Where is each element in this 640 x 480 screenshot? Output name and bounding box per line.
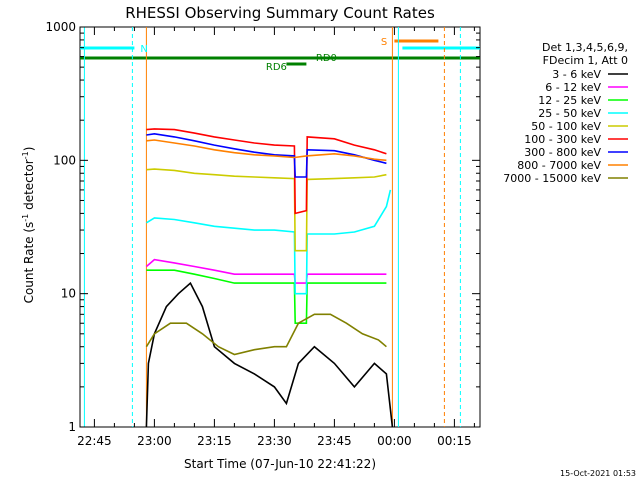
y-axis-label-main: Count Rate (s <box>22 222 36 304</box>
y-tick-label: 10 <box>61 287 76 301</box>
y-axis-label-mid: detector <box>22 159 36 214</box>
series-line-7 <box>146 139 387 162</box>
rd6-marker-label: RD6 <box>266 62 287 73</box>
series-line-2 <box>146 269 387 324</box>
legend-entry-label: 300 - 800 keV <box>524 146 601 159</box>
axis-layer: 22:45 23:00 23:15 23:30 23:45 00:00 00:15 1 10 10… <box>45 20 480 448</box>
series-line-4 <box>146 168 387 252</box>
y-axis-label-sup1: -1 <box>21 214 30 222</box>
plot-frame <box>79 26 481 428</box>
plot-border <box>79 26 481 428</box>
night-marker-label: N <box>140 44 147 55</box>
legend-header-line-1: Det 1,3,4,5,6,9, <box>542 41 628 54</box>
series-line-6 <box>146 132 387 178</box>
x-tick-label: 23:45 <box>317 434 352 448</box>
y-axis-label: Count Rate (s-1 detector-1) <box>21 147 36 304</box>
legend-entry-label: 3 - 6 keV <box>552 68 601 81</box>
series-layer <box>145 128 394 428</box>
y-tick-label: 100 <box>53 153 76 167</box>
x-tick-label: 00:15 <box>437 434 472 448</box>
y-tick-label: 1 <box>68 420 76 434</box>
legend-entry-label: 100 - 300 keV <box>524 133 601 146</box>
x-tick-label: 00:00 <box>377 434 412 448</box>
legend: Det 1,3,4,5,6,9, FDecim 1, Att 0 3 - 6 k… <box>503 41 628 185</box>
y-axis-label-end: ) <box>22 147 36 152</box>
x-tick-label: 22:45 <box>77 434 112 448</box>
timestamp: 15-Oct-2021 01:53 <box>560 469 636 478</box>
y-axis-label-sup2: -1 <box>21 151 30 159</box>
legend-entry-label: 25 - 50 keV <box>538 107 601 120</box>
x-tick-label: 23:30 <box>257 434 292 448</box>
legend-entry-label: 800 - 7000 keV <box>517 159 601 172</box>
series-line-0 <box>145 281 394 428</box>
x-axis-label: Start Time (07-Jun-10 22:41:22) <box>184 457 376 471</box>
y-tick-label: 1000 <box>45 20 76 34</box>
series-line-8 <box>145 313 387 356</box>
rd0-marker-label: RD0 <box>316 53 337 64</box>
legend-entry-label: 12 - 25 keV <box>538 94 601 107</box>
x-tick-label: 23:00 <box>137 434 172 448</box>
instrument-marker-layer: N S RD0 RD6 <box>80 27 480 427</box>
x-tick-label: 23:15 <box>197 434 232 448</box>
legend-entry-label: 50 - 100 keV <box>531 120 601 133</box>
legend-header-line-2: FDecim 1, Att 0 <box>543 54 628 67</box>
series-line-1 <box>145 258 387 284</box>
series-line-3 <box>145 189 392 295</box>
legend-entry-label: 7000 - 15000 keV <box>503 172 601 185</box>
chart-title: RHESSI Observing Summary Count Rates <box>125 4 435 22</box>
series-line-5 <box>146 128 387 215</box>
legend-entry-label: 6 - 12 keV <box>545 81 601 94</box>
saa-marker-label: S <box>381 37 387 48</box>
